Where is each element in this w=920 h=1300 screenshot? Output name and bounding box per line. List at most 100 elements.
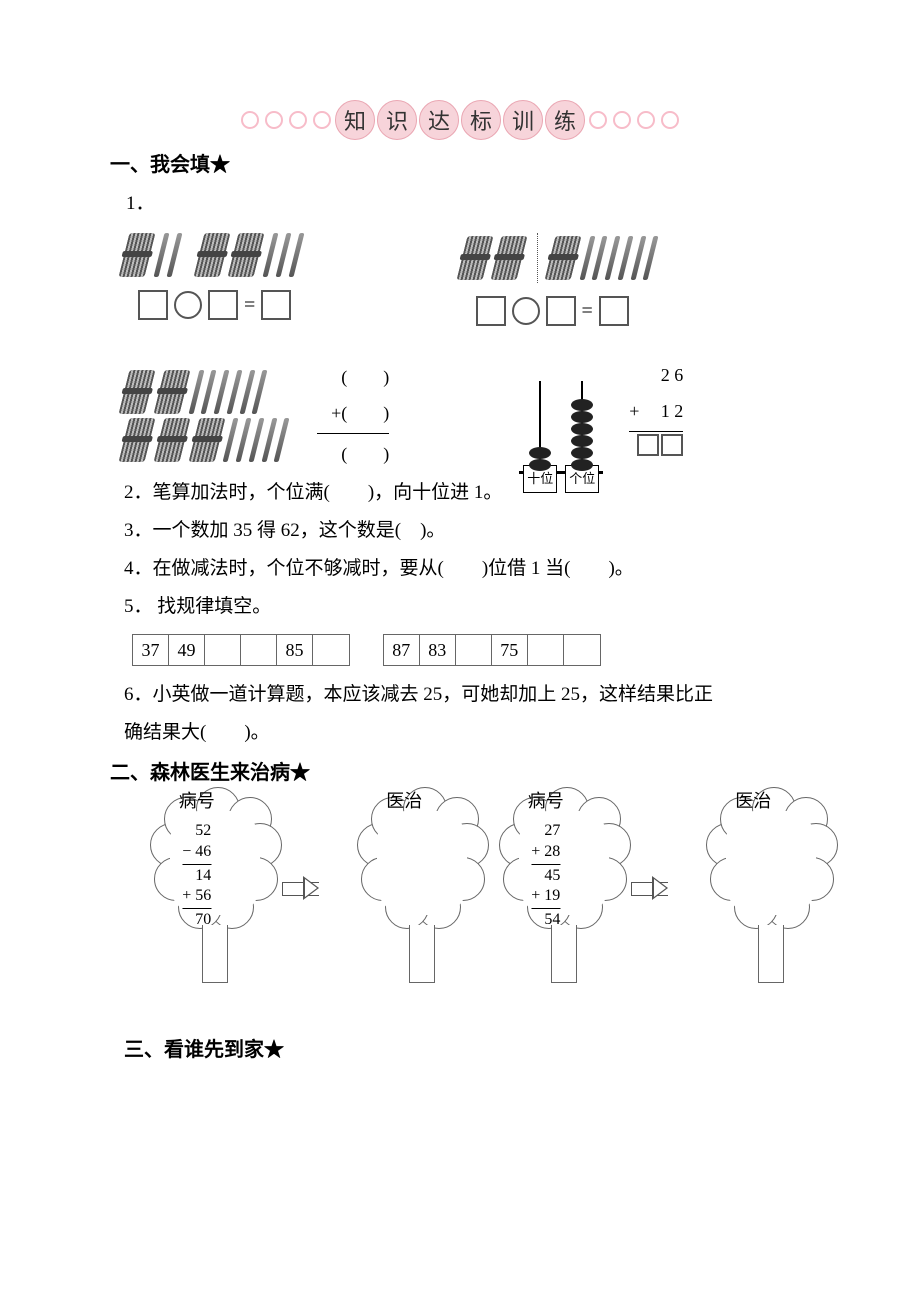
blank-box[interactable] (476, 296, 506, 326)
bead-icon (529, 447, 551, 459)
sticks-illustration (462, 233, 657, 283)
sequence-2: 87 83 75 (383, 634, 601, 666)
sum-line (182, 908, 211, 909)
vsum-row: ( ) (317, 359, 389, 395)
q6-line1: 6．小英做一道计算题，本应该减去 25，可她却加上 25，这样结果比正 (124, 676, 810, 714)
sticks-illustration (124, 370, 287, 414)
ring-icon (589, 111, 607, 129)
math-row: − 46 (182, 842, 211, 863)
blank-box[interactable] (138, 290, 168, 320)
operator-blank[interactable] (174, 291, 202, 319)
vertical-sum-blank[interactable]: ( ) +( ) ( ) (317, 359, 389, 472)
seq-cell-blank[interactable] (205, 635, 241, 665)
tree-trunk (409, 925, 435, 983)
title-char: 标 (461, 100, 501, 140)
bundle-icon (193, 233, 230, 277)
bundle-icon (228, 233, 265, 277)
expression-boxes: = (138, 285, 302, 325)
seq-cell-blank[interactable] (313, 635, 349, 665)
vsum-addend: 1 2 (661, 401, 684, 421)
tree-trunk (551, 925, 577, 983)
blank-box[interactable] (261, 290, 291, 320)
result-boxes (629, 434, 683, 456)
tree-crown (706, 793, 836, 933)
tree-sick-2: 病号 27 + 28 45 + 19 54 (489, 793, 603, 983)
section-2-title: 二、森林医生来治病★ (110, 756, 810, 785)
blank-box[interactable] (599, 296, 629, 326)
q5-label: 5． 找规律填空。 (124, 588, 810, 626)
tree-trunk (202, 925, 228, 983)
blank-box[interactable] (546, 296, 576, 326)
question-1: 1． = (124, 185, 810, 474)
operator-blank[interactable] (512, 297, 540, 325)
seq-cell-blank[interactable] (456, 635, 492, 665)
math-row: 14 (182, 866, 211, 887)
sum-line (629, 431, 683, 432)
seq-cell: 83 (420, 635, 456, 665)
sequence-1: 37 49 85 (132, 634, 350, 666)
equals-sign: = (244, 285, 255, 325)
bead-icon (571, 423, 593, 435)
abacus-rod-tens: 十位 (529, 381, 551, 471)
abacus-icon: 十位 个位 (519, 381, 603, 474)
stick-icon (274, 418, 290, 462)
bead-icon (571, 435, 593, 447)
q1-rowA: = (124, 229, 810, 331)
abacus-rod-ones: 个位 (571, 381, 593, 471)
ring-icon (637, 111, 655, 129)
header-title: 知 识 达 标 训 练 (110, 100, 810, 140)
tree-label: 医治 (386, 787, 422, 813)
vertical-sum: 2 6 +1 2 (629, 357, 683, 456)
seq-cell: 87 (384, 635, 420, 665)
title-char: 识 (377, 100, 417, 140)
tree-crown (499, 793, 629, 933)
blank-box[interactable] (637, 434, 659, 456)
tree-problem: 52 − 46 14 + 56 70 (182, 821, 211, 931)
tree-cure-2[interactable]: 医治 (696, 793, 810, 983)
title-char: 训 (503, 100, 543, 140)
sum-line (531, 908, 560, 909)
math-row: 45 (531, 866, 560, 887)
bundle-icon (456, 236, 493, 280)
section-1-title: 一、我会填★ (110, 148, 810, 177)
ring-icon (265, 111, 283, 129)
question-3: 3．一个数加 35 得 62，这个数是( )。 (124, 512, 810, 550)
abacus-group: 十位 个位 2 6 +1 2 (519, 357, 683, 474)
tree-cure-1[interactable]: 医治 (347, 793, 461, 983)
seq-cell-blank[interactable] (564, 635, 600, 665)
arrow-icon (631, 876, 669, 900)
blank-box[interactable] (661, 434, 683, 456)
tree-label: 病号 (528, 787, 564, 813)
stick-icon (617, 236, 633, 280)
tree-crown (357, 793, 487, 933)
divider-line (537, 233, 539, 283)
math-row: 27 (531, 821, 560, 842)
q1-setC (124, 366, 287, 466)
question-4: 4．在做减法时，个位不够减时，要从( )位借 1 当( )。 (124, 550, 810, 588)
bead-icon (571, 399, 593, 411)
stick-icon (153, 233, 169, 277)
bundle-icon (153, 418, 190, 462)
seq-cell-blank[interactable] (528, 635, 564, 665)
seq-cell-blank[interactable] (241, 635, 277, 665)
blank-box[interactable] (208, 290, 238, 320)
bead-icon (571, 411, 593, 423)
seq-cell: 85 (277, 635, 313, 665)
ring-icon (241, 111, 259, 129)
sticks-illustration (124, 418, 287, 462)
question-5: 5． 找规律填空。 37 49 85 87 83 75 (124, 588, 810, 670)
sum-line (317, 433, 389, 434)
q6-line2: 确结果大( )。 (124, 714, 810, 752)
q1-label: 1． (126, 185, 810, 223)
tree-sick-1: 病号 52 − 46 14 + 56 70 (140, 793, 254, 983)
stick-icon (226, 370, 242, 414)
math-row: 70 (182, 910, 211, 931)
math-row: + 56 (182, 886, 211, 907)
worksheet-page: 知 识 达 标 训 练 一、我会填★ 1． (0, 0, 920, 1110)
bundle-icon (491, 236, 528, 280)
sticks-illustration (124, 233, 302, 277)
bundle-icon (188, 418, 225, 462)
tree-crown (150, 793, 280, 933)
seq-cell: 75 (492, 635, 528, 665)
tree-trunk (758, 925, 784, 983)
